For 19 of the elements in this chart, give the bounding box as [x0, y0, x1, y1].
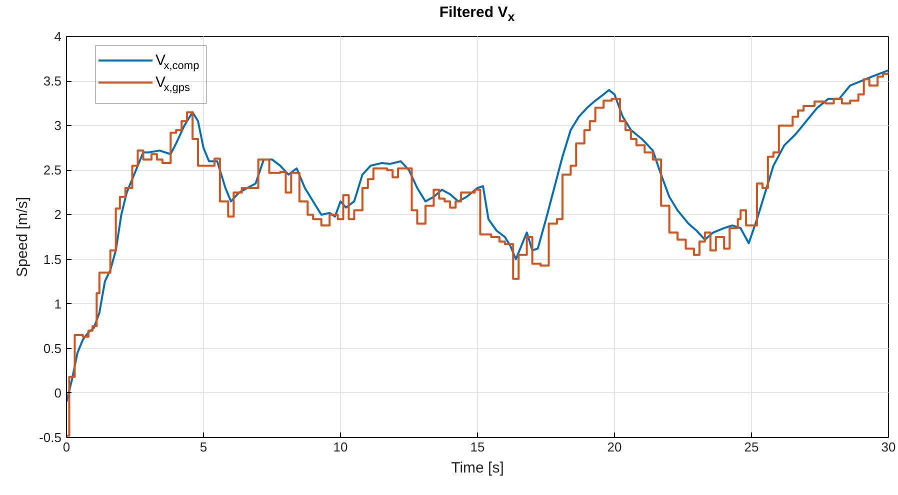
y-tick-label: 3 [54, 118, 62, 134]
chart-title: Filtered V$_{x}$ [438, 3, 516, 26]
x-tick-label: 5 [200, 440, 208, 454]
y-tick-label: 2.5 [43, 162, 62, 178]
y-tick-label: 2 [54, 207, 62, 222]
y-tick-label: 4 [54, 29, 62, 44]
x-tick-label: 20 [607, 440, 622, 454]
x-axis-title: Time [s] [451, 460, 504, 476]
y-tick-label: 1 [54, 296, 62, 312]
y-tick-label: 1.5 [43, 252, 62, 267]
y-axis-title: Speed [m/s] [14, 196, 32, 278]
x-tick-label: 25 [744, 440, 759, 454]
y-tick-label: 3.5 [43, 74, 62, 89]
x-tick-label: 30 [881, 440, 896, 454]
y-tick-label: 0 [54, 385, 62, 400]
x-tick-label: 10 [333, 440, 348, 454]
x-tick-label: 15 [470, 440, 485, 454]
y-tick-label: 0.5 [43, 340, 62, 356]
y-tick-label: -0.5 [39, 430, 62, 445]
